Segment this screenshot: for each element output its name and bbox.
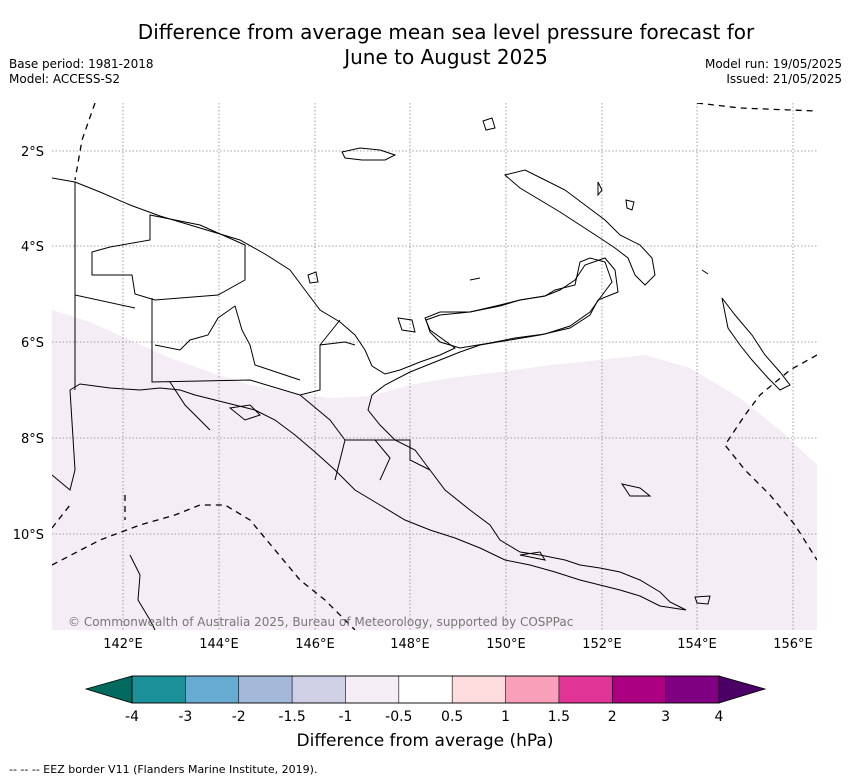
new-ireland-island [503,169,656,286]
colorbar-segment [238,675,293,704]
colorbar-segment [291,675,347,704]
colorbar-tick: 3 [661,709,670,725]
lon-label: 142°E [103,637,143,652]
colorbar-tick: 1 [501,709,510,725]
colorbar-tick: -2 [232,709,246,725]
lon-label: 146°E [295,637,335,652]
colorbar-segment [505,675,560,704]
new-guinea-coastline [52,177,687,611]
anomaly-shaded-region [52,310,817,630]
lat-label: 4°S [21,240,44,255]
australia-coastline [129,554,156,630]
colorbar-tick: -0.5 [385,709,412,725]
colorbar-segment [185,675,240,704]
lat-label: 2°S [21,145,44,160]
meta-right: Model run: 19/05/2025 Issued: 21/05/2025 [705,57,842,87]
colorbar-tick: 2 [608,709,617,725]
model-text: Model: ACCESS-S2 [9,72,121,86]
colorbar: -4 -3 -2 -1.5 -1 -0.5 0.5 1 1.5 2 3 4 [84,675,767,725]
province-borders [74,182,431,481]
colorbar-tick-labels: -4 -3 -2 -1.5 -1 -0.5 0.5 1 1.5 2 3 4 [125,709,724,725]
colorbar-segment [558,675,614,704]
colorbar-tick: 1.5 [548,709,570,725]
colorbar-label: Difference from average (hPa) [296,731,554,751]
map-area [52,103,817,630]
colorbar-tick: 4 [715,709,724,725]
lon-label: 144°E [199,637,239,652]
base-period-text: Base period: 1981-2018 [9,57,154,71]
colorbar-high-extend [719,676,765,703]
lon-label: 152°E [582,637,622,652]
lat-label: 10°S [13,528,44,543]
longitude-labels: 142°E 144°E 146°E 148°E 150°E 152°E 154°E 156°E [103,637,813,652]
title-line-1: Difference from average mean sea level p… [137,20,755,44]
colorbar-tick: 0.5 [441,709,463,725]
colorbar-tick: -3 [178,709,192,725]
eez-borders [52,103,817,630]
colorbar-segments [131,675,720,704]
lon-label: 156°E [773,637,813,652]
meta-left: Base period: 1981-2018 Model: ACCESS-S2 [9,57,154,87]
colorbar-segment [611,675,667,704]
colorbar-segment [451,675,507,704]
colorbar-segment [131,675,187,704]
lon-label: 148°E [390,637,430,652]
colorbar-segment [398,675,453,704]
copyright-text: © Commonwealth of Australia 2025, Bureau… [68,615,573,629]
lat-label: 6°S [21,336,44,351]
latitude-labels: 2°S 4°S 6°S 8°S 10°S [13,145,44,543]
colorbar-tick: -4 [125,709,139,725]
colorbar-low-extend [86,676,132,703]
lat-label: 8°S [21,432,44,447]
lon-label: 150°E [486,637,526,652]
bougainville-island [721,297,791,391]
colorbar-tick: -1.5 [278,709,305,725]
new-britain-island [425,257,613,349]
title-line-2: June to August 2025 [344,45,548,69]
model-run-text: Model run: 19/05/2025 [704,57,842,71]
small-islands [228,117,711,605]
colorbar-segment [665,675,720,704]
chart-title: Difference from average mean sea level p… [0,20,850,70]
lon-label: 154°E [677,637,717,652]
eez-footnote: -- -- -- EEZ border V11 (Flanders Marine… [9,763,318,776]
manus-island [341,147,397,161]
colorbar-segment [345,675,400,704]
colorbar-tick: -1 [338,709,352,725]
issued-text: Issued: 21/05/2025 [726,72,842,86]
